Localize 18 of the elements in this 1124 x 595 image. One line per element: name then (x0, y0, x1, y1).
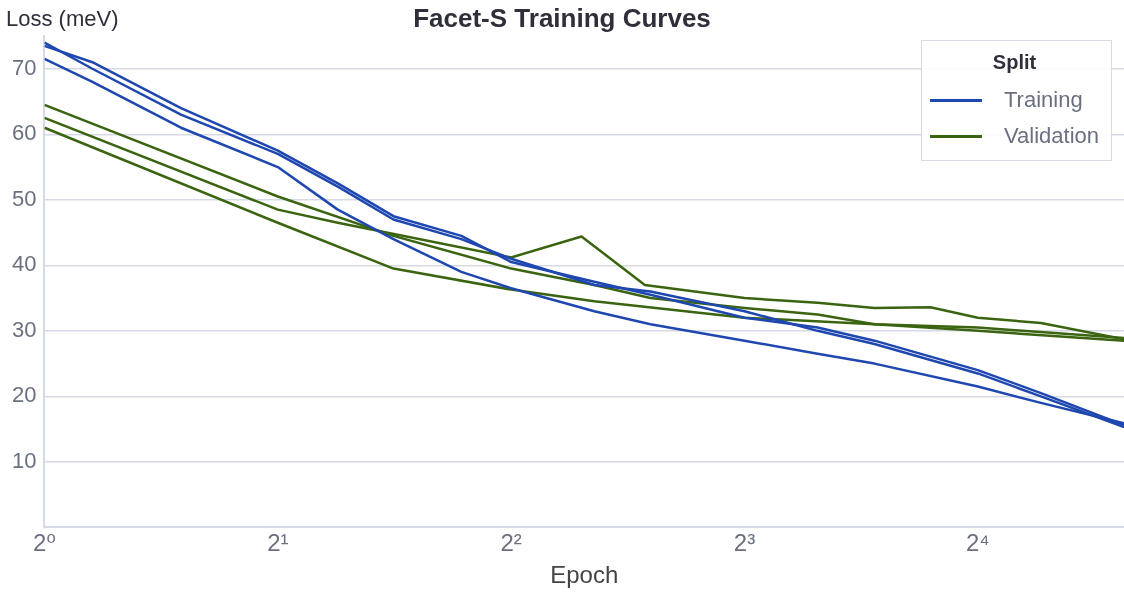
y-axis-title: Loss (meV) (6, 6, 119, 32)
x-tick-label: 2² (500, 529, 522, 557)
legend-label: Validation (1004, 123, 1099, 149)
x-tick-label: 2⁴ (965, 529, 990, 557)
x-axis-title: Epoch (550, 561, 619, 589)
chart-title: Facet-S Training Curves (413, 3, 711, 34)
legend-title: Split (991, 51, 1038, 74)
legend-label: Training (1004, 87, 1083, 113)
y-tick-label: 50 (11, 185, 37, 211)
x-tick-label: 2¹ (267, 529, 289, 557)
x-tick-label: 2⁰ (32, 529, 56, 557)
y-tick-label: 40 (11, 251, 37, 277)
y-tick-label: 30 (11, 316, 37, 342)
y-tick-label: 60 (11, 120, 37, 146)
x-tick-label: 2³ (733, 529, 756, 557)
y-tick-label: 70 (11, 54, 37, 80)
y-tick-label: 20 (11, 382, 37, 408)
y-tick-label: 10 (11, 447, 37, 473)
